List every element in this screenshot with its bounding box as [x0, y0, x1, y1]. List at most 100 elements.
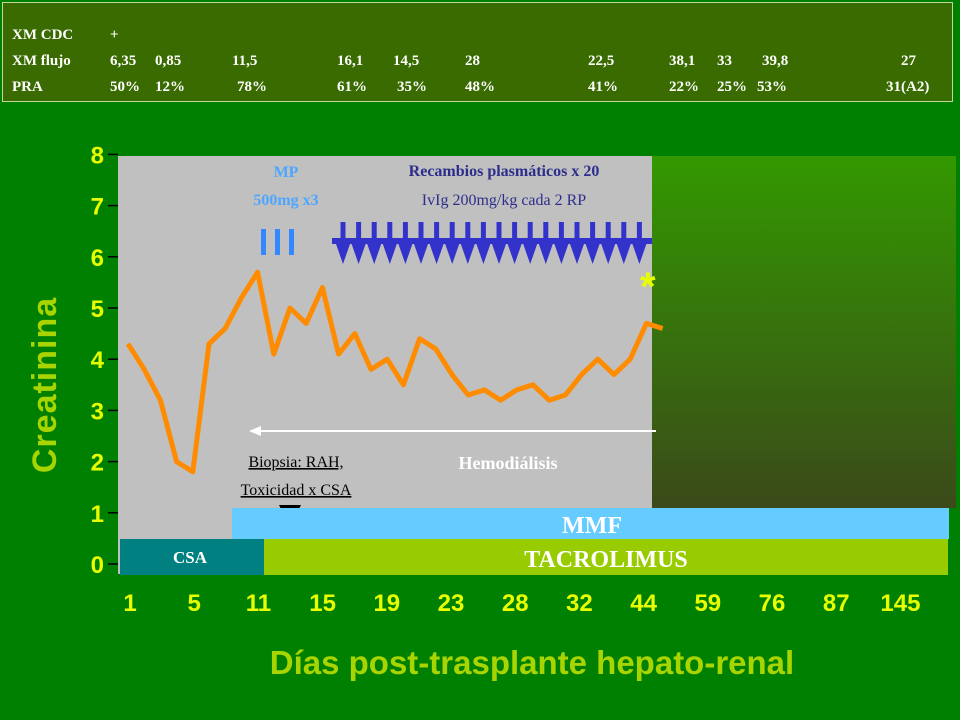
- plasma-exchange-label: Recambios plasmáticos x 20: [409, 163, 600, 180]
- y-tick-label: 3: [91, 398, 104, 425]
- cell-value: 50%: [110, 79, 140, 95]
- y-tick-label: 8: [91, 142, 104, 169]
- plasma-exchange-arrow-stem: [387, 222, 393, 244]
- tacrolimus-label: TACROLIMUS: [524, 547, 688, 573]
- plasma-exchange-arrow-stem: [558, 222, 564, 244]
- plasma-exchange-arrow-stem: [636, 222, 642, 244]
- y-tick-label: 5: [91, 296, 104, 323]
- plasma-exchange-arrow-stem: [465, 222, 471, 244]
- plasma-exchange-arrow-head: [398, 244, 413, 264]
- plasma-exchange-arrow-head: [507, 244, 522, 264]
- plasma-exchange-arrow-stem: [590, 222, 596, 244]
- plasma-exchange-arrow-stem: [512, 222, 518, 244]
- plasma-exchange-arrow-stem: [621, 222, 627, 244]
- x-tick-label: 1: [123, 590, 136, 617]
- plasma-exchange-arrow-head: [523, 244, 538, 264]
- cell-value: 35%: [397, 79, 427, 95]
- cell-value: +: [110, 27, 119, 43]
- mp-label: MP: [274, 164, 299, 181]
- plasma-exchange-arrow-stem: [605, 222, 611, 244]
- hemodialysis-arrow-head: [249, 426, 261, 436]
- row-label: XM CDC: [12, 27, 74, 43]
- x-axis-ticks: 1 5 11 15 19 23 28 32 44 59 76 87 145: [123, 590, 920, 617]
- mp-dose-bar: [261, 229, 266, 255]
- plasma-exchange-arrow-head: [367, 244, 382, 264]
- x-tick-label: 59: [694, 590, 721, 617]
- plasma-exchange-arrows: [332, 222, 652, 264]
- y-tick-label: 6: [91, 245, 104, 272]
- mp-dose-bar: [275, 229, 280, 255]
- plasma-exchange-arrow-head: [585, 244, 600, 264]
- y-tick-label: 4: [91, 347, 105, 374]
- plasma-exchange-arrow-head: [538, 244, 553, 264]
- plasma-exchange-arrow-stem: [496, 222, 502, 244]
- cell-value: 41%: [588, 79, 618, 95]
- plasma-exchange-arrow-head: [460, 244, 475, 264]
- plasma-exchange-arrow-stem: [449, 222, 455, 244]
- csa-label: CSA: [173, 548, 208, 567]
- biopsy-label-2: Toxicidad x CSA: [241, 482, 352, 499]
- plasma-exchange-arrow-stem: [402, 222, 408, 244]
- y-axis-ticks: 0 1 2 3 4 5 6 7 8: [91, 142, 118, 579]
- mmf-bar: [232, 508, 949, 539]
- cell-value: 25%: [717, 79, 747, 95]
- mmf-label: MMF: [562, 513, 622, 539]
- plasma-exchange-arrow-stem: [434, 222, 440, 244]
- cell-value: 61%: [337, 79, 367, 95]
- biopsy-label: Biopsia: RAH,: [248, 454, 343, 471]
- x-tick-label: 5: [188, 590, 201, 617]
- plasma-exchange-arrow-head: [429, 244, 444, 264]
- plasma-exchange-arrow-head: [632, 244, 647, 264]
- plasma-exchange-baseline: [332, 238, 652, 244]
- x-tick-label: 87: [823, 590, 850, 617]
- mp-dose-marks: [261, 229, 294, 255]
- cell-value: 31(A2): [886, 79, 930, 95]
- plasma-exchange-arrow-head: [445, 244, 460, 264]
- x-tick-label: 32: [566, 590, 593, 617]
- y-tick-label: 0: [91, 552, 104, 579]
- y-tick-label: 1: [91, 501, 104, 528]
- plasma-exchange-arrow-head: [414, 244, 428, 264]
- plasma-exchange-arrow-head: [382, 244, 397, 264]
- cell-value: 16,1: [337, 53, 364, 69]
- plasma-exchange-arrow-head: [570, 244, 584, 264]
- asterisk-marker: *: [640, 265, 656, 309]
- cell-value: 0,85: [155, 53, 182, 69]
- plasma-exchange-arrow-stem: [340, 222, 346, 244]
- y-tick-label: 2: [91, 450, 104, 477]
- plasma-exchange-arrow-stem: [371, 222, 377, 244]
- plasma-exchange-arrow-stem: [418, 222, 424, 244]
- x-tick-label: 76: [759, 590, 786, 617]
- csa-bar: [120, 539, 264, 575]
- plasma-exchange-arrow-stem: [574, 222, 580, 244]
- cell-value: 22%: [669, 79, 699, 95]
- mp-dose-bar: [289, 229, 294, 255]
- cell-value: 12%: [155, 79, 185, 95]
- hemodialysis-label: Hemodiálisis: [458, 453, 557, 473]
- plasma-exchange-arrow-stem: [356, 222, 362, 244]
- plasma-exchange-arrow-head: [601, 244, 616, 264]
- cell-value: 33: [717, 53, 732, 69]
- x-tick-label: 23: [438, 590, 465, 617]
- overlay-box: [652, 156, 956, 508]
- x-tick-label: 19: [373, 590, 400, 617]
- plasma-exchange-arrow-head: [476, 244, 491, 264]
- x-tick-label: 11: [246, 590, 271, 617]
- mp-dose-label: 500mg x3: [253, 192, 318, 209]
- x-tick-label: 28: [502, 590, 529, 617]
- cell-value: 38,1: [669, 53, 696, 69]
- row-label: XM flujo: [12, 53, 71, 69]
- plasma-exchange-arrow-stem: [480, 222, 486, 244]
- row-label: PRA: [12, 79, 43, 95]
- tacrolimus-bar: [264, 539, 948, 575]
- x-tick-label: 145: [880, 590, 920, 617]
- y-tick-label: 7: [91, 194, 104, 221]
- cell-value: 22,5: [588, 53, 615, 69]
- cell-value: 28: [465, 53, 480, 69]
- x-tick-label: 44: [630, 590, 657, 617]
- plasma-exchange-arrow-head: [554, 244, 569, 264]
- plasma-exchange-arrow-stem: [527, 222, 533, 244]
- plasma-exchange-arrow-head: [616, 244, 631, 264]
- y-axis-label: Creatinina: [26, 297, 64, 473]
